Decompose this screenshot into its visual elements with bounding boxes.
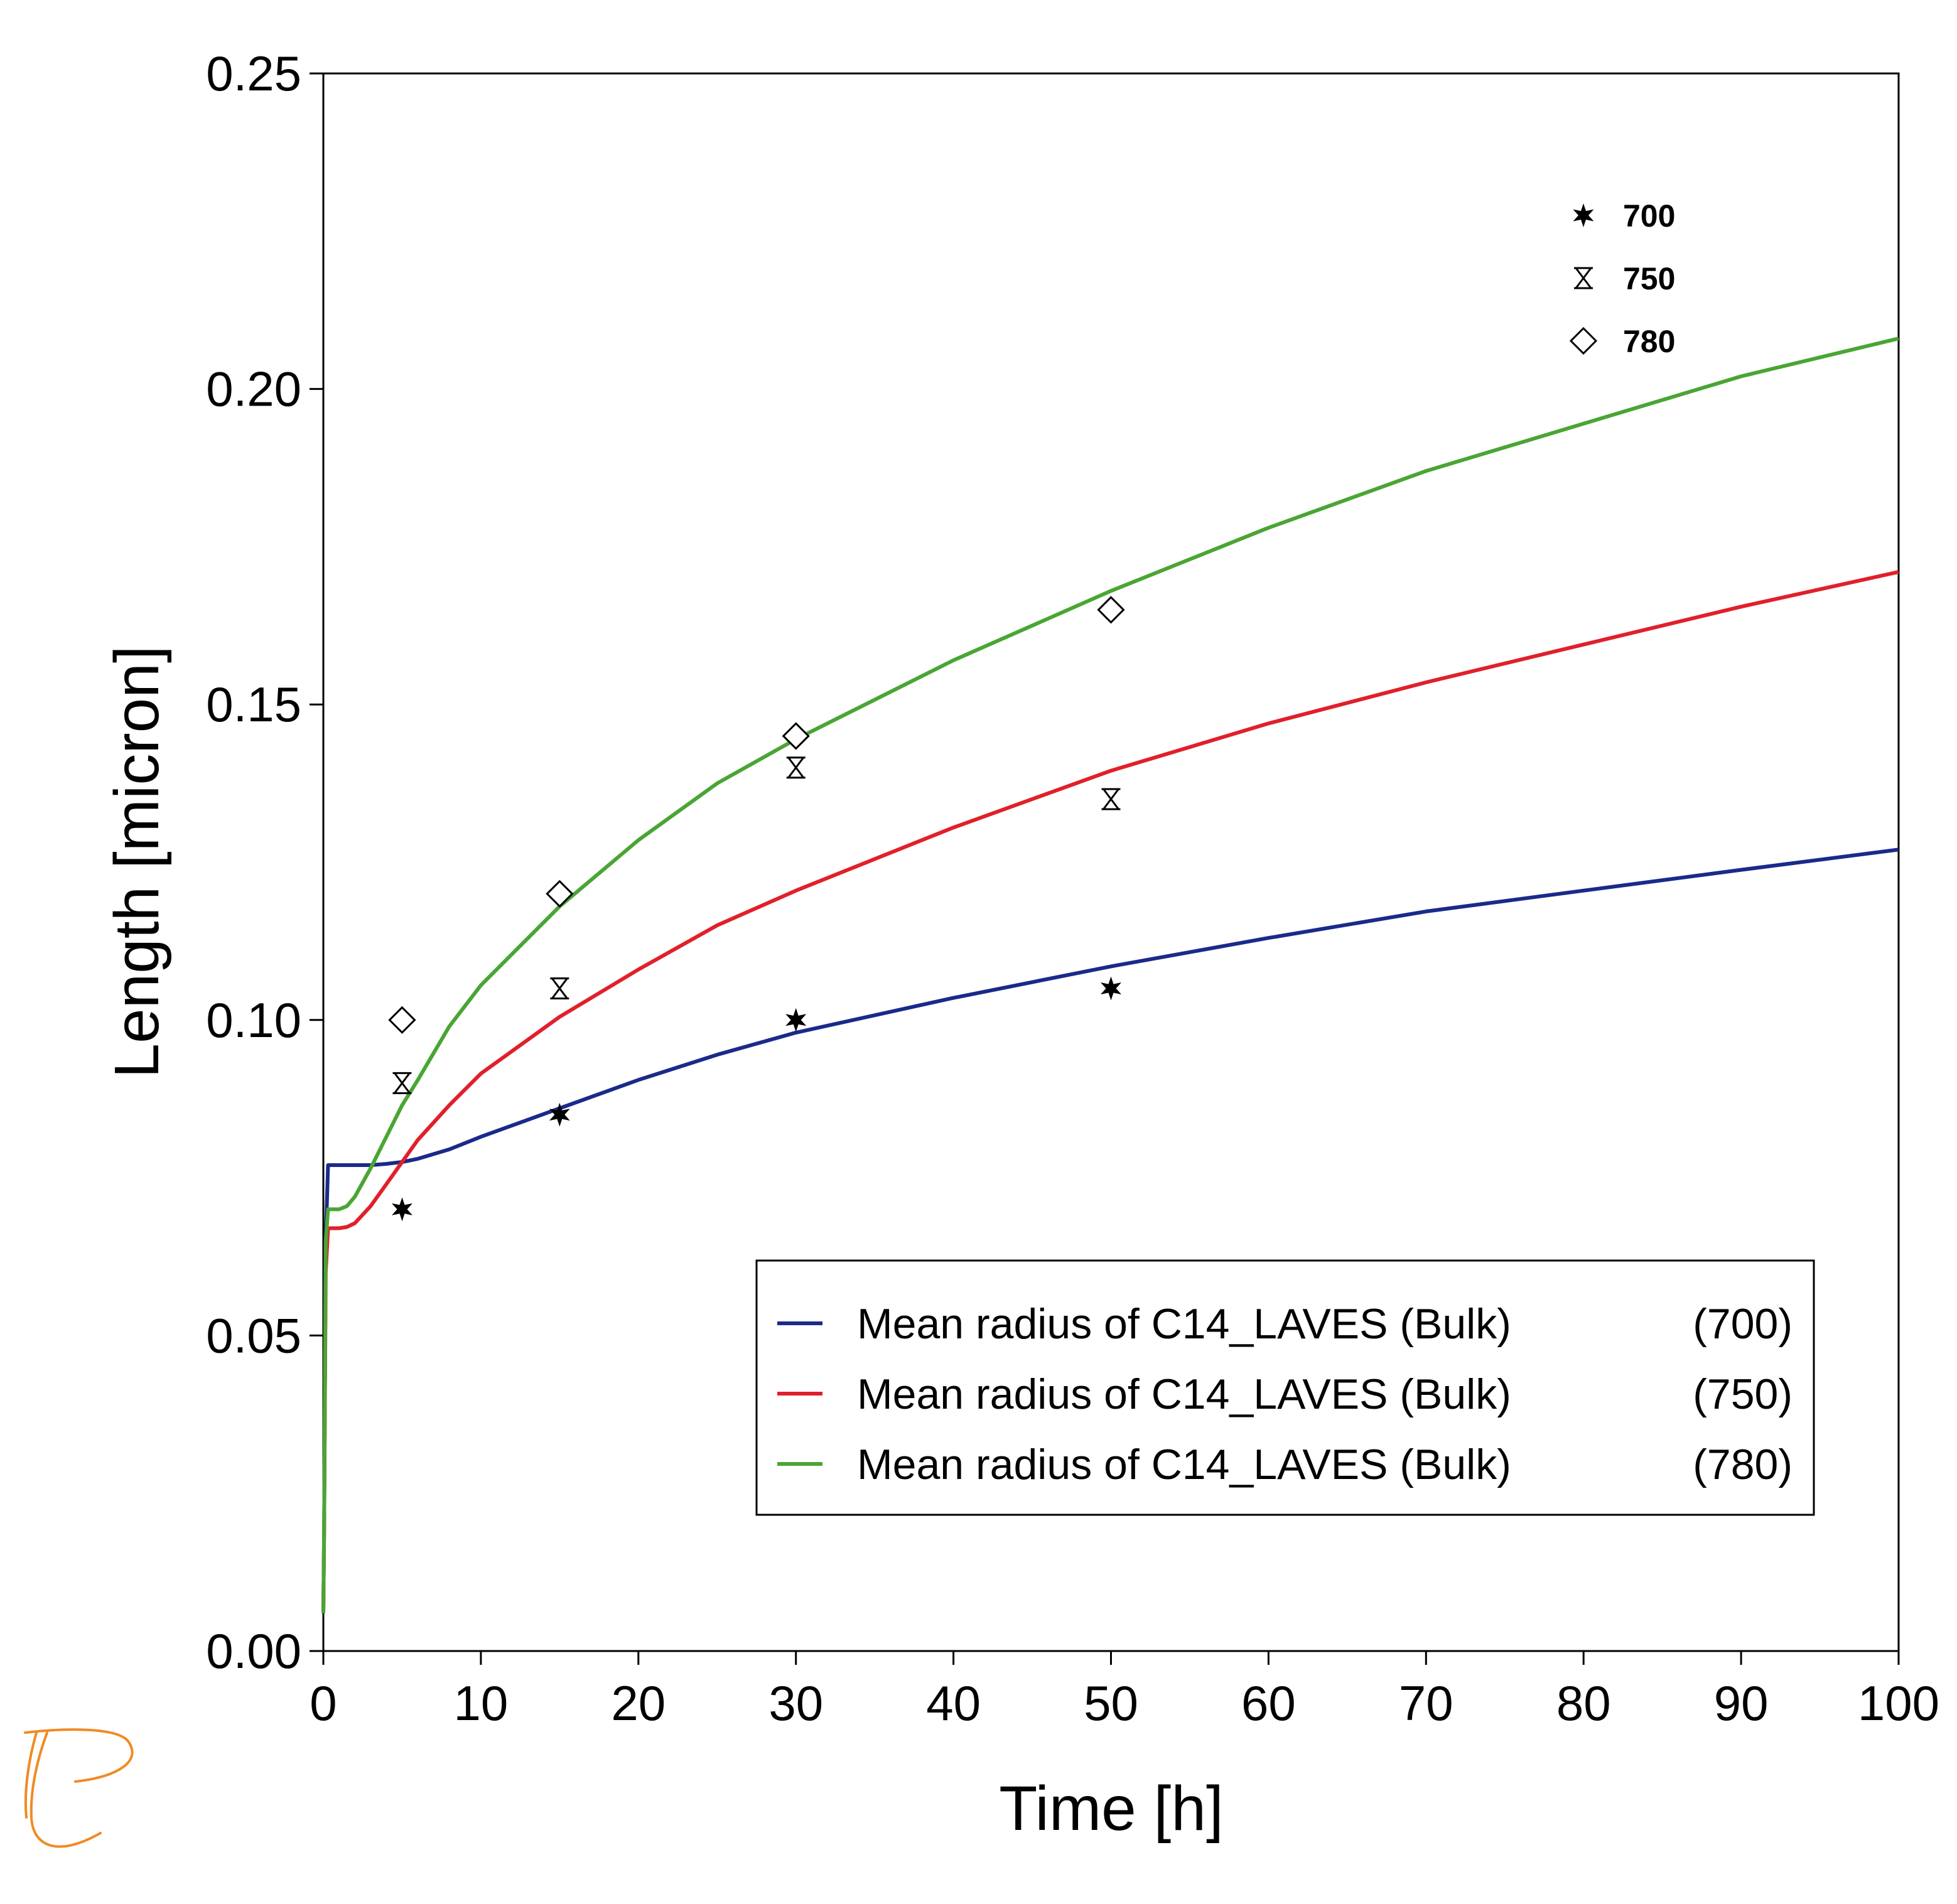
star-marker-700 <box>392 1197 412 1222</box>
hourglass-marker-750 <box>1101 788 1121 810</box>
star-marker-700 <box>549 1102 570 1127</box>
marker-legend-label: 700 <box>1623 198 1675 234</box>
y-tick-label: 0.05 <box>206 1308 301 1363</box>
y-tick-label: 0.25 <box>206 46 301 101</box>
x-axis-title: Time [h] <box>999 1773 1223 1844</box>
x-tick-label: 100 <box>1858 1675 1939 1731</box>
diamond-marker-780 <box>782 722 810 750</box>
x-tick-label: 0 <box>310 1675 337 1731</box>
x-tick-label: 80 <box>1556 1675 1611 1731</box>
y-tick-label: 0.20 <box>206 362 301 417</box>
star-marker-700 <box>785 1008 807 1032</box>
x-tick-label: 50 <box>1084 1675 1138 1731</box>
marker-legend: 700 750 780 <box>1569 198 1675 359</box>
x-tick-label: 90 <box>1714 1675 1769 1731</box>
x-tick-label: 30 <box>768 1675 823 1731</box>
series-line-700 <box>321 847 1899 1613</box>
legend-box <box>755 1259 1815 1516</box>
legend-series-tag: (700) <box>1693 1300 1793 1348</box>
y-axis: 0.00 0.05 0.10 0.15 0.20 0.25 <box>206 46 323 1679</box>
hourglass-marker-750 <box>392 1072 412 1094</box>
legend-series-tag: (780) <box>1693 1441 1793 1488</box>
legend-series-tag: (750) <box>1693 1370 1793 1418</box>
x-tick-label: 70 <box>1399 1675 1453 1731</box>
marker-legend-star-icon <box>1573 203 1594 227</box>
x-tick-label: 20 <box>611 1675 666 1731</box>
diamond-marker-780 <box>1097 596 1125 624</box>
marker-legend-label: 750 <box>1623 261 1675 296</box>
thermo-calc-p-logo-icon <box>24 1728 134 1848</box>
series-line-750 <box>321 570 1899 1613</box>
y-tick-label: 0.15 <box>206 677 301 732</box>
star-marker-700 <box>1101 976 1121 1001</box>
legend-series-name: Mean radius of C14_LAVES (Bulk) <box>857 1370 1511 1418</box>
marker-legend-hourglass-icon <box>1574 267 1593 289</box>
series-lines <box>321 336 1899 1613</box>
legend-series-name: Mean radius of C14_LAVES (Bulk) <box>857 1441 1511 1488</box>
marker-legend-diamond-icon <box>1569 326 1598 355</box>
logo <box>24 1728 134 1848</box>
marker-points <box>388 596 1125 1222</box>
x-axis: 0 10 20 30 40 50 60 70 80 90 100 <box>310 1651 1939 1731</box>
diamond-marker-780 <box>546 879 574 908</box>
hourglass-marker-750 <box>550 977 569 1000</box>
y-tick-label: 0.10 <box>206 992 301 1048</box>
x-tick-label: 40 <box>926 1675 981 1731</box>
marker-legend-label: 780 <box>1623 324 1675 359</box>
legend-series-name: Mean radius of C14_LAVES (Bulk) <box>857 1300 1511 1348</box>
series-line-780 <box>321 336 1899 1613</box>
y-axis-title: Length [micron] <box>102 645 172 1078</box>
x-tick-label: 10 <box>454 1675 509 1731</box>
legend: Mean radius of C14_LAVES (Bulk) (700) Mean… <box>755 1259 1815 1516</box>
y-tick-label: 0.00 <box>206 1623 301 1679</box>
x-tick-label: 60 <box>1241 1675 1296 1731</box>
hourglass-marker-750 <box>786 756 806 779</box>
diamond-marker-780 <box>388 1006 416 1034</box>
